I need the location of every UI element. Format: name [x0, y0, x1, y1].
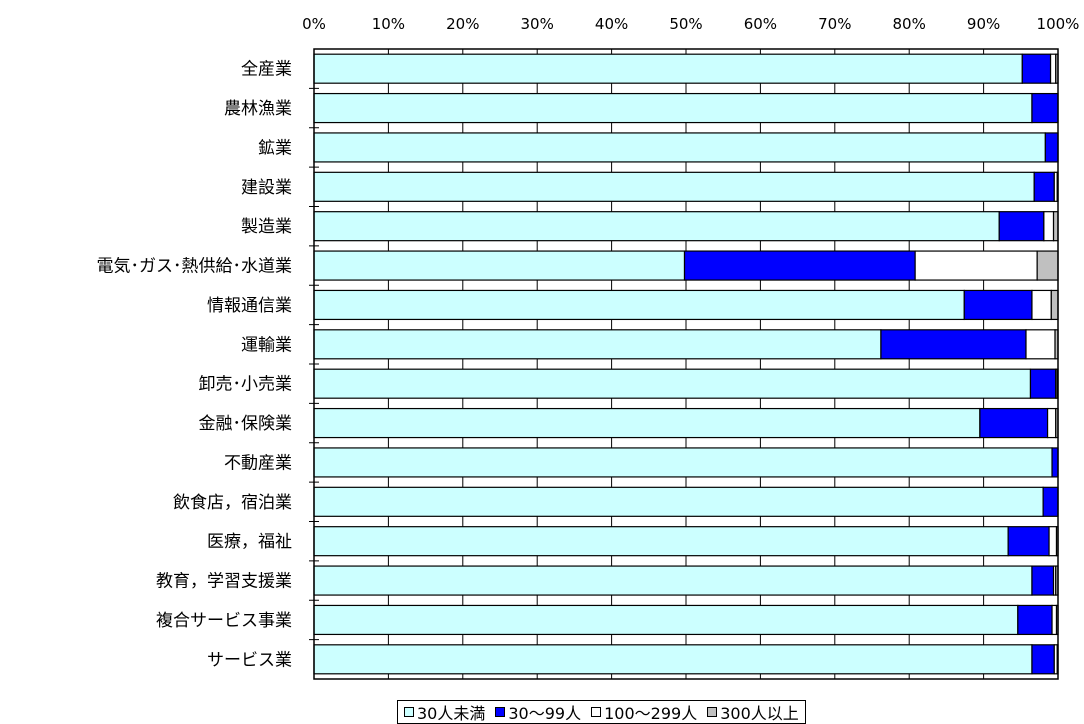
bar-segment — [1048, 526, 1058, 557]
bar-segment — [313, 211, 1000, 242]
category-label: 運輸業 — [241, 335, 292, 355]
category-label: 情報通信業 — [207, 296, 292, 316]
legend-label: 30人未満 — [417, 704, 486, 723]
category-label: 不動産業 — [224, 453, 292, 473]
bar-segment — [1031, 289, 1052, 321]
bar-segment — [1029, 368, 1057, 399]
bar-segment — [313, 407, 981, 439]
x-tick-label: 70% — [818, 15, 851, 33]
legend-item: 300人以上 — [707, 700, 799, 724]
category-label: 医療，福祉 — [207, 532, 292, 552]
x-tick-label: 50% — [669, 15, 702, 33]
category-label: 教育，学習支援業 — [156, 572, 292, 592]
bar-segment — [1051, 604, 1058, 636]
category-label: 農林漁業 — [224, 99, 292, 119]
legend-label: 300人以上 — [720, 704, 799, 723]
category-label: 複合サービス事業 — [156, 611, 292, 631]
bar-segment — [313, 132, 1046, 163]
bar-segment — [998, 211, 1045, 242]
category-label: 電気･ガス･熱供給･水道業 — [97, 257, 293, 277]
bar-segment — [313, 368, 1032, 399]
bar-segment — [313, 565, 1033, 596]
x-tick-label: 30% — [521, 15, 554, 33]
bar-segment — [1051, 447, 1059, 478]
bar-segment — [683, 250, 916, 281]
bar-segment — [914, 250, 1038, 281]
bar-segment — [1049, 53, 1057, 84]
category-label: 鉱業 — [258, 138, 292, 158]
bar-segment — [1036, 250, 1059, 281]
bar-segment — [313, 289, 965, 321]
category-label: 製造業 — [241, 217, 292, 237]
bar-segment — [979, 407, 1049, 439]
category-labels: 全産業農林漁業鉱業建設業製造業電気･ガス･熱供給･水道業情報通信業運輸業卸売･小… — [97, 60, 293, 671]
plot-frame — [313, 48, 1059, 680]
x-tick-label: 0% — [302, 15, 326, 33]
legend-swatch — [495, 707, 506, 717]
bar-segment — [1031, 565, 1055, 596]
bar-segment — [1017, 604, 1053, 636]
bar-segment — [313, 53, 1023, 84]
bar-segment — [1007, 526, 1050, 557]
bar-segment — [1046, 407, 1057, 439]
category-label: 卸売･小売業 — [199, 375, 293, 395]
legend-item: 100～299人 — [591, 700, 697, 724]
bar-segment — [313, 486, 1044, 517]
legend-label: 30～99人 — [508, 704, 582, 723]
bar-segment — [1025, 329, 1056, 360]
bar-segment — [313, 329, 882, 360]
legend-label: 100～299人 — [604, 704, 698, 723]
x-tick-label: 20% — [446, 15, 479, 33]
category-label: サービス業 — [207, 650, 292, 670]
x-tick-label: 60% — [744, 15, 777, 33]
category-label: 建設業 — [241, 178, 292, 198]
x-tick-label: 100% — [1037, 15, 1080, 33]
plot-border — [313, 48, 1059, 680]
x-tick-label: 40% — [595, 15, 628, 33]
bar-segment — [313, 526, 1009, 557]
bar-segment — [1044, 132, 1059, 163]
bar-segment — [1050, 289, 1059, 321]
x-tick-label: 80% — [893, 15, 926, 33]
legend-item: 30人未満 — [404, 700, 485, 724]
bar-segment — [1033, 171, 1055, 202]
bar-segment — [963, 289, 1033, 321]
legend-swatch — [404, 707, 414, 717]
bar-segment — [313, 604, 1019, 636]
legend-swatch — [707, 707, 718, 717]
bar-segment — [1031, 92, 1059, 124]
bar-segment — [1021, 53, 1052, 84]
bar-segment — [313, 92, 1033, 124]
bar-segment — [313, 250, 686, 281]
bar-segment — [1031, 644, 1055, 675]
bar-segment — [1042, 486, 1059, 517]
x-axis-tick-labels: 0% 10% 20% 30% 40% 50% 60% 70% 80% 90% 100% — [302, 15, 1079, 33]
bar-segment — [313, 644, 1033, 675]
legend-item: 30～99人 — [495, 700, 581, 724]
bar-segment — [1043, 211, 1055, 242]
bar-segment — [313, 171, 1035, 202]
category-label: 金融･保険業 — [199, 414, 293, 434]
legend-swatch — [591, 707, 602, 717]
bar-segment — [313, 447, 1053, 478]
bars — [313, 53, 1059, 675]
x-tick-label: 10% — [372, 15, 405, 33]
x-tick-label: 90% — [967, 15, 1000, 33]
category-label: 飲食店，宿泊業 — [173, 493, 292, 513]
bar-segment — [880, 329, 1027, 360]
category-label: 全産業 — [241, 60, 292, 80]
legend: 30人未満 30～99人 100～299人 300人以上 — [397, 700, 806, 724]
